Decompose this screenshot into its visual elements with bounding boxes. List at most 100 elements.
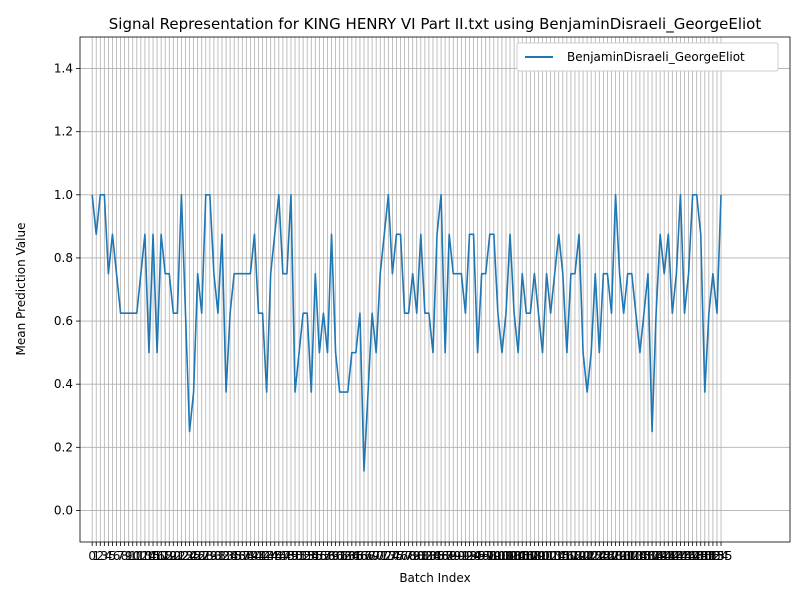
x-tick-label: 0 (88, 549, 96, 563)
x-tick-label: 14 (141, 549, 156, 563)
x-tick-label: 106 (511, 549, 534, 563)
legend-frame (516, 42, 779, 72)
x-tick-label: 121 (572, 549, 595, 563)
x-tick-label: 15 (145, 549, 160, 563)
x-tick-label: 39 (243, 549, 258, 563)
x-tick-label: 66 (352, 549, 367, 563)
x-tick-label: 94 (466, 549, 481, 563)
y-tick-label: 1.4 (54, 62, 73, 76)
x-tick-label: 107 (515, 549, 538, 563)
x-tick-label: 139 (645, 549, 668, 563)
y-tick-label: 1.2 (54, 125, 73, 139)
x-tick-label: 4 (105, 549, 113, 563)
y-axis-ticks: 0.0 0.2 0.4 0.6 0.8 1.0 1.2 1.4 (54, 62, 80, 517)
y-axis-label: Mean Prediction Value (14, 223, 28, 356)
x-tick-label: 135 (628, 549, 651, 563)
x-tick-label: 148 (681, 549, 704, 563)
y-tick-label: 0.8 (54, 251, 73, 265)
x-tick-label: 130 (608, 549, 631, 563)
x-tick-label: 62 (336, 549, 351, 563)
x-tick-label: 147 (677, 549, 700, 563)
x-tick-label: 108 (519, 549, 542, 563)
x-tick-label: 24 (182, 549, 197, 563)
x-tick-label: 74 (385, 549, 400, 563)
x-tick-label: 85 (429, 549, 444, 563)
x-tick-label: 29 (202, 549, 217, 563)
x-tick-label: 134 (624, 549, 647, 563)
x-tick-label: 99 (486, 549, 501, 563)
x-tick-label: 63 (340, 549, 355, 563)
x-tick-label: 83 (421, 549, 436, 563)
x-tick-label: 3 (101, 549, 109, 563)
x-tick-label: 82 (417, 549, 432, 563)
x-axis-label: Batch Index (399, 571, 470, 585)
x-tick-label: 60 (328, 549, 343, 563)
x-tick-label: 131 (612, 549, 635, 563)
x-tick-label: 153 (701, 549, 724, 563)
x-tick-label: 43 (259, 549, 274, 563)
x-tick-label: 90 (450, 549, 465, 563)
x-tick-label: 137 (637, 549, 660, 563)
x-tick-label: 38 (239, 549, 254, 563)
x-tick-label: 13 (137, 549, 152, 563)
x-tick-label: 112 (535, 549, 558, 563)
x-tick-label: 109 (523, 549, 546, 563)
x-tick-label: 110 (527, 549, 550, 563)
x-tick-label: 136 (632, 549, 655, 563)
x-tick-label: 23 (178, 549, 193, 563)
x-tick-label: 73 (381, 549, 396, 563)
series-line (91, 194, 722, 472)
x-tick-label: 86 (433, 549, 448, 563)
x-tick-label: 64 (344, 549, 359, 563)
x-tick-label: 30 (206, 549, 221, 563)
x-tick-label: 128 (600, 549, 623, 563)
x-tick-label: 50 (287, 549, 302, 563)
x-tick-label: 22 (174, 549, 189, 563)
x-tick-label: 119 (564, 549, 587, 563)
x-tick-label: 61 (332, 549, 347, 563)
x-tick-label: 52 (296, 549, 311, 563)
x-tick-label: 31 (210, 549, 225, 563)
x-tick-label: 21 (170, 549, 185, 563)
x-tick-label: 146 (673, 549, 696, 563)
x-tick-label: 42 (255, 549, 270, 563)
x-tick-label: 151 (693, 549, 716, 563)
x-tick-label: 81 (413, 549, 428, 563)
x-tick-label: 144 (665, 549, 688, 563)
x-tick-label: 7 (117, 549, 125, 563)
grid-lines (80, 37, 790, 542)
x-tick-label: 125 (588, 549, 611, 563)
x-tick-label: 65 (348, 549, 363, 563)
x-tick-label: 93 (462, 549, 477, 563)
x-tick-label: 41 (251, 549, 266, 563)
x-tick-label: 111 (531, 549, 554, 563)
legend-label: BenjaminDisraeli_GeorgeEliot (567, 50, 745, 64)
x-tick-label: 95 (470, 549, 485, 563)
x-tick-label: 53 (300, 549, 315, 563)
plot-area-frame (79, 36, 791, 543)
y-tick-label: 0.2 (54, 440, 73, 454)
x-tick-label: 55 (308, 549, 323, 563)
x-tick-label: 150 (689, 549, 712, 563)
x-tick-label: 76 (393, 549, 408, 563)
x-tick-label: 9 (125, 549, 133, 563)
x-tick-label: 8 (121, 549, 129, 563)
x-tick-label: 104 (503, 549, 526, 563)
x-tick-label: 122 (576, 549, 599, 563)
x-tick-label: 1 (92, 549, 100, 563)
x-tick-label: 142 (657, 549, 680, 563)
x-tick-label: 57 (316, 549, 331, 563)
x-tick-label: 49 (283, 549, 298, 563)
x-tick-label: 89 (446, 549, 461, 563)
series-layer (91, 194, 722, 472)
x-tick-label: 59 (324, 549, 339, 563)
y-tick-label: 0.4 (54, 377, 73, 391)
x-tick-label: 32 (214, 549, 229, 563)
x-tick-label: 36 (231, 549, 246, 563)
chart-title: Signal Representation for KING HENRY VI … (109, 15, 762, 34)
x-tick-label: 98 (482, 549, 497, 563)
x-tick-label: 124 (584, 549, 607, 563)
x-tick-label: 28 (198, 549, 213, 563)
x-tick-label: 127 (596, 549, 619, 563)
